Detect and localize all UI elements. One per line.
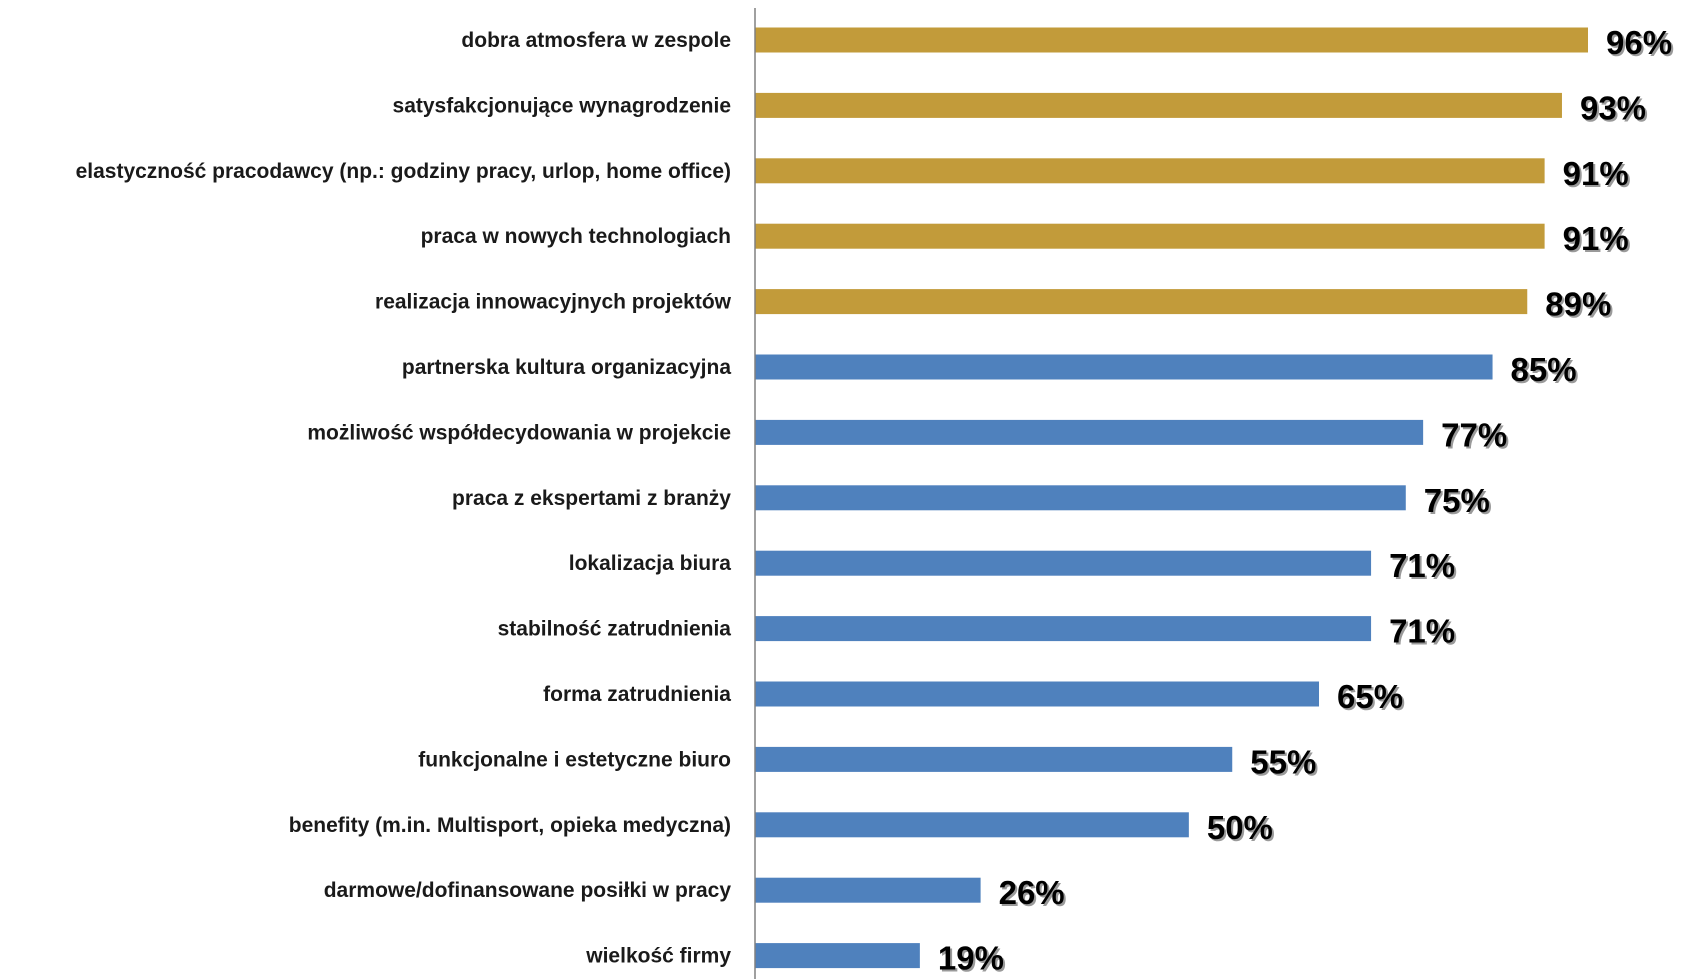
data-label: 26% — [999, 874, 1065, 911]
data-label: 75% — [1424, 482, 1490, 519]
category-label: stabilność zatrudnienia — [498, 618, 732, 641]
data-label-shadow: 65% — [1339, 680, 1405, 717]
category-label: funkcjonalne i estetyczne biuro — [418, 748, 731, 771]
category-label: forma zatrudnienia — [543, 683, 731, 706]
data-label: 77% — [1441, 416, 1507, 453]
bar — [755, 877, 981, 903]
bar — [755, 354, 1493, 380]
bars-group — [755, 27, 1588, 969]
data-label: 96% — [1606, 24, 1672, 61]
data-label: 91% — [1563, 155, 1629, 192]
bar — [755, 485, 1406, 511]
data-label-shadow: 50% — [1209, 811, 1275, 848]
data-label: 71% — [1389, 613, 1455, 650]
category-label: realizacja innowacyjnych projektów — [375, 291, 732, 314]
bar — [755, 158, 1545, 184]
data-label-shadow: 89% — [1547, 288, 1613, 325]
bar — [755, 616, 1372, 642]
bar — [755, 27, 1588, 53]
category-label: benefity (m.in. Multisport, opieka medyc… — [289, 814, 731, 837]
data-label: 19% — [938, 940, 1004, 977]
category-label: praca w nowych technologiach — [421, 225, 731, 248]
bar — [755, 550, 1372, 576]
category-label: praca z ekspertami z branży — [452, 487, 731, 510]
data-label-shadow: 71% — [1391, 615, 1457, 652]
bar — [755, 92, 1562, 118]
data-label-shadow: 75% — [1426, 484, 1492, 521]
data-label: 93% — [1580, 89, 1646, 126]
bar — [755, 223, 1545, 249]
bar — [755, 289, 1528, 315]
bar — [755, 943, 920, 969]
data-label-shadow: 85% — [1513, 353, 1579, 390]
data-label-shadow: 91% — [1565, 157, 1631, 194]
category-label: lokalizacja biura — [569, 552, 732, 575]
data-label: 65% — [1337, 678, 1403, 715]
category-label: elastyczność pracodawcy (np.: godziny pr… — [76, 160, 731, 183]
data-label-shadow: 26% — [1001, 876, 1067, 913]
bar — [755, 681, 1320, 707]
data-label-shadow: 93% — [1582, 91, 1648, 128]
bar — [755, 746, 1233, 772]
category-label: dobra atmosfera w zespole — [461, 29, 731, 52]
category-label: możliwość współdecydowania w projekcie — [307, 421, 731, 444]
data-label-shadow: 19% — [940, 942, 1006, 979]
data-label: 91% — [1563, 220, 1629, 257]
category-label: satysfakcjonujące wynagrodzenie — [393, 94, 731, 117]
data-label: 50% — [1207, 809, 1273, 846]
value-labels-group: 96%96%93%93%91%91%91%91%89%89%85%85%77%7… — [938, 24, 1674, 979]
category-labels-group: dobra atmosfera w zespole satysfakcjonują… — [76, 29, 732, 968]
category-label: darmowe/dofinansowane posiłki w pracy — [324, 879, 732, 902]
bar — [755, 419, 1424, 445]
data-label-shadow: 96% — [1608, 26, 1674, 63]
category-label: partnerska kultura organizacyjna — [402, 356, 731, 379]
data-label-shadow: 77% — [1443, 418, 1509, 455]
data-label-shadow: 91% — [1565, 222, 1631, 259]
data-label-shadow: 55% — [1252, 745, 1318, 782]
data-label: 55% — [1250, 743, 1316, 780]
data-label: 85% — [1511, 351, 1577, 388]
category-label: wielkość firmy — [585, 945, 731, 968]
bar — [755, 812, 1189, 838]
data-label: 89% — [1545, 286, 1611, 323]
data-label: 71% — [1389, 547, 1455, 584]
data-label-shadow: 71% — [1391, 549, 1457, 586]
